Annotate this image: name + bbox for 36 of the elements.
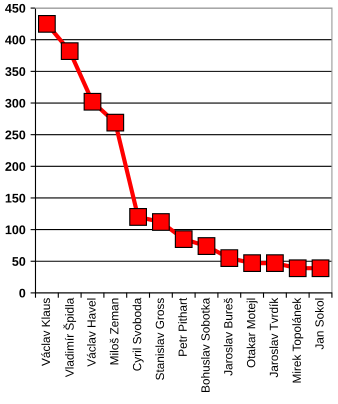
- point: [288, 259, 307, 278]
- point: [84, 92, 102, 111]
- y-tick-label: 450: [5, 4, 26, 13]
- x-tick-label: Petr Pithart: [178, 298, 187, 356]
- x-tick-label: Jan Sokol: [315, 298, 324, 350]
- point: [220, 249, 238, 267]
- x-tick-label: Bohuslav Sobotka: [201, 298, 210, 392]
- y-tick-label: 400: [5, 36, 26, 44]
- point: [60, 42, 79, 60]
- x-tick-label: Václav Klaus: [41, 298, 50, 366]
- x-tick-label: Mirek Topolánek: [292, 298, 304, 383]
- point: [129, 208, 147, 226]
- y-tick-label: 300: [5, 98, 26, 108]
- y-tick-label: 0: [19, 288, 26, 298]
- x-tick-label: Vladimír Špidla: [63, 298, 76, 378]
- x-tick-label: Otakar Motejl: [246, 298, 258, 368]
- point: [106, 114, 124, 132]
- point: [198, 237, 216, 255]
- point: [243, 254, 261, 272]
- y-tick-label: 100: [6, 225, 26, 234]
- x-tick-label: Jaroslav Tvrdík: [269, 298, 278, 378]
- x-tick-label: Václav Havel: [86, 298, 96, 367]
- y-tick-label: 350: [5, 67, 26, 76]
- y-tick-label: 200: [5, 162, 26, 171]
- y-tick-label: 250: [5, 130, 26, 140]
- point: [266, 254, 284, 272]
- point: [174, 230, 193, 248]
- point: [38, 15, 56, 33]
- point: [152, 213, 170, 231]
- x-tick-label: Jaroslav Bureš: [224, 298, 232, 376]
- x-tick-label: Stanislav Gross: [155, 298, 164, 380]
- y-tick-label: 150: [6, 194, 26, 203]
- x-tick-label: Cyril Svoboda: [132, 298, 144, 371]
- x-tick-label: Miloš Zeman: [110, 298, 118, 364]
- point: [312, 259, 330, 278]
- y-tick-label: 50: [12, 257, 26, 266]
